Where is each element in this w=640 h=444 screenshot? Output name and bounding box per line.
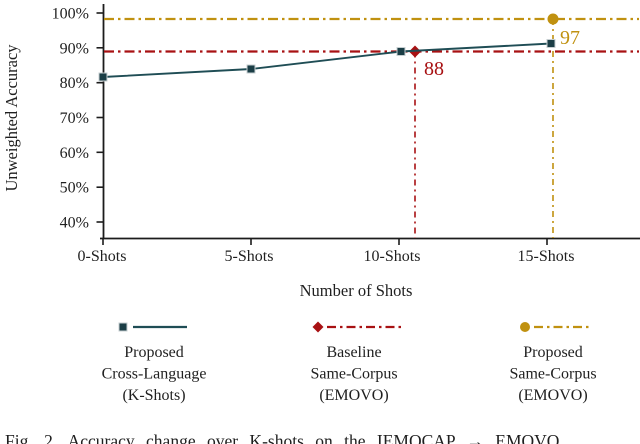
annotation-88: 88 xyxy=(424,58,444,80)
legend-3-line-2: Same-Corpus xyxy=(509,366,596,383)
teal-square-10shots xyxy=(396,47,406,56)
series-proposed-cross-language xyxy=(98,39,556,82)
y-tick-80: 80% xyxy=(60,75,89,92)
legend-entry-baseline-same-corpus: Baseline Same-Corpus (EMOVO) xyxy=(310,321,404,404)
legend-entry-proposed-cross-language: Proposed Cross-Language (K-Shots) xyxy=(102,322,207,404)
x-tick-marks xyxy=(102,238,548,245)
y-tick-40: 40% xyxy=(60,215,89,232)
chart-legend: Proposed Cross-Language (K-Shots) Baseli… xyxy=(102,321,597,404)
legend-2-line-3: (EMOVO) xyxy=(319,387,388,404)
x-tick-15-shots: 15-Shots xyxy=(518,248,575,265)
y-tick-90: 90% xyxy=(60,40,89,57)
legend-square-marker-icon xyxy=(118,322,128,332)
legend-1-line-3: (K-Shots) xyxy=(122,387,185,404)
legend-1-line-1: Proposed xyxy=(124,344,184,361)
legend-2-line-2: Same-Corpus xyxy=(310,366,397,383)
legend-entry-3-label: Proposed Same-Corpus (EMOVO) xyxy=(509,344,596,404)
legend-entry-2-label: Baseline Same-Corpus (EMOVO) xyxy=(310,344,397,404)
legend-entry-1-label: Proposed Cross-Language (K-Shots) xyxy=(102,344,207,404)
y-tick-70: 70% xyxy=(60,110,89,127)
legend-3-line-1: Proposed xyxy=(523,344,583,361)
teal-square-15shots xyxy=(546,39,556,48)
teal-square-5shots xyxy=(246,64,256,74)
y-tick-100: 100% xyxy=(52,6,89,23)
legend-2-line-1: Baseline xyxy=(326,344,381,361)
teal-square-0shots xyxy=(98,72,108,82)
x-tick-10-shots: 10-Shots xyxy=(364,248,421,265)
legend-3-line-3: (EMOVO) xyxy=(518,387,587,404)
axes: 100% 90% 80% 70% 60% 50% 40% 0-Shots 5-S… xyxy=(2,4,640,300)
x-tick-5-shots: 5-Shots xyxy=(225,248,274,265)
y-tick-marks xyxy=(96,12,104,223)
series-baseline-same-corpus: 88 xyxy=(104,45,639,238)
annotation-97: 97 xyxy=(560,27,580,49)
series-proposed-same-corpus: 97 xyxy=(104,13,639,238)
legend-1-line-2: Cross-Language xyxy=(102,366,207,383)
y-axis-title: Unweighted Accuracy xyxy=(2,44,21,192)
teal-square-markers xyxy=(98,39,556,82)
figure-caption: Fig. 2. Accuracy change over K-shots on … xyxy=(5,431,559,444)
x-tick-labels: 0-Shots 5-Shots 10-Shots 15-Shots xyxy=(78,248,575,265)
legend-circle-marker-icon xyxy=(520,322,530,332)
teal-line xyxy=(102,42,552,78)
y-tick-50: 50% xyxy=(60,180,89,197)
legend-diamond-marker-icon xyxy=(312,321,324,333)
x-tick-0-shots: 0-Shots xyxy=(78,248,127,265)
y-tick-labels: 100% 90% 80% 70% 60% 50% 40% xyxy=(52,6,89,232)
gold-circle-marker xyxy=(547,13,559,25)
legend-entry-proposed-same-corpus: Proposed Same-Corpus (EMOVO) xyxy=(509,322,597,404)
y-tick-60: 60% xyxy=(60,145,89,162)
x-axis-title: Number of Shots xyxy=(300,281,413,300)
